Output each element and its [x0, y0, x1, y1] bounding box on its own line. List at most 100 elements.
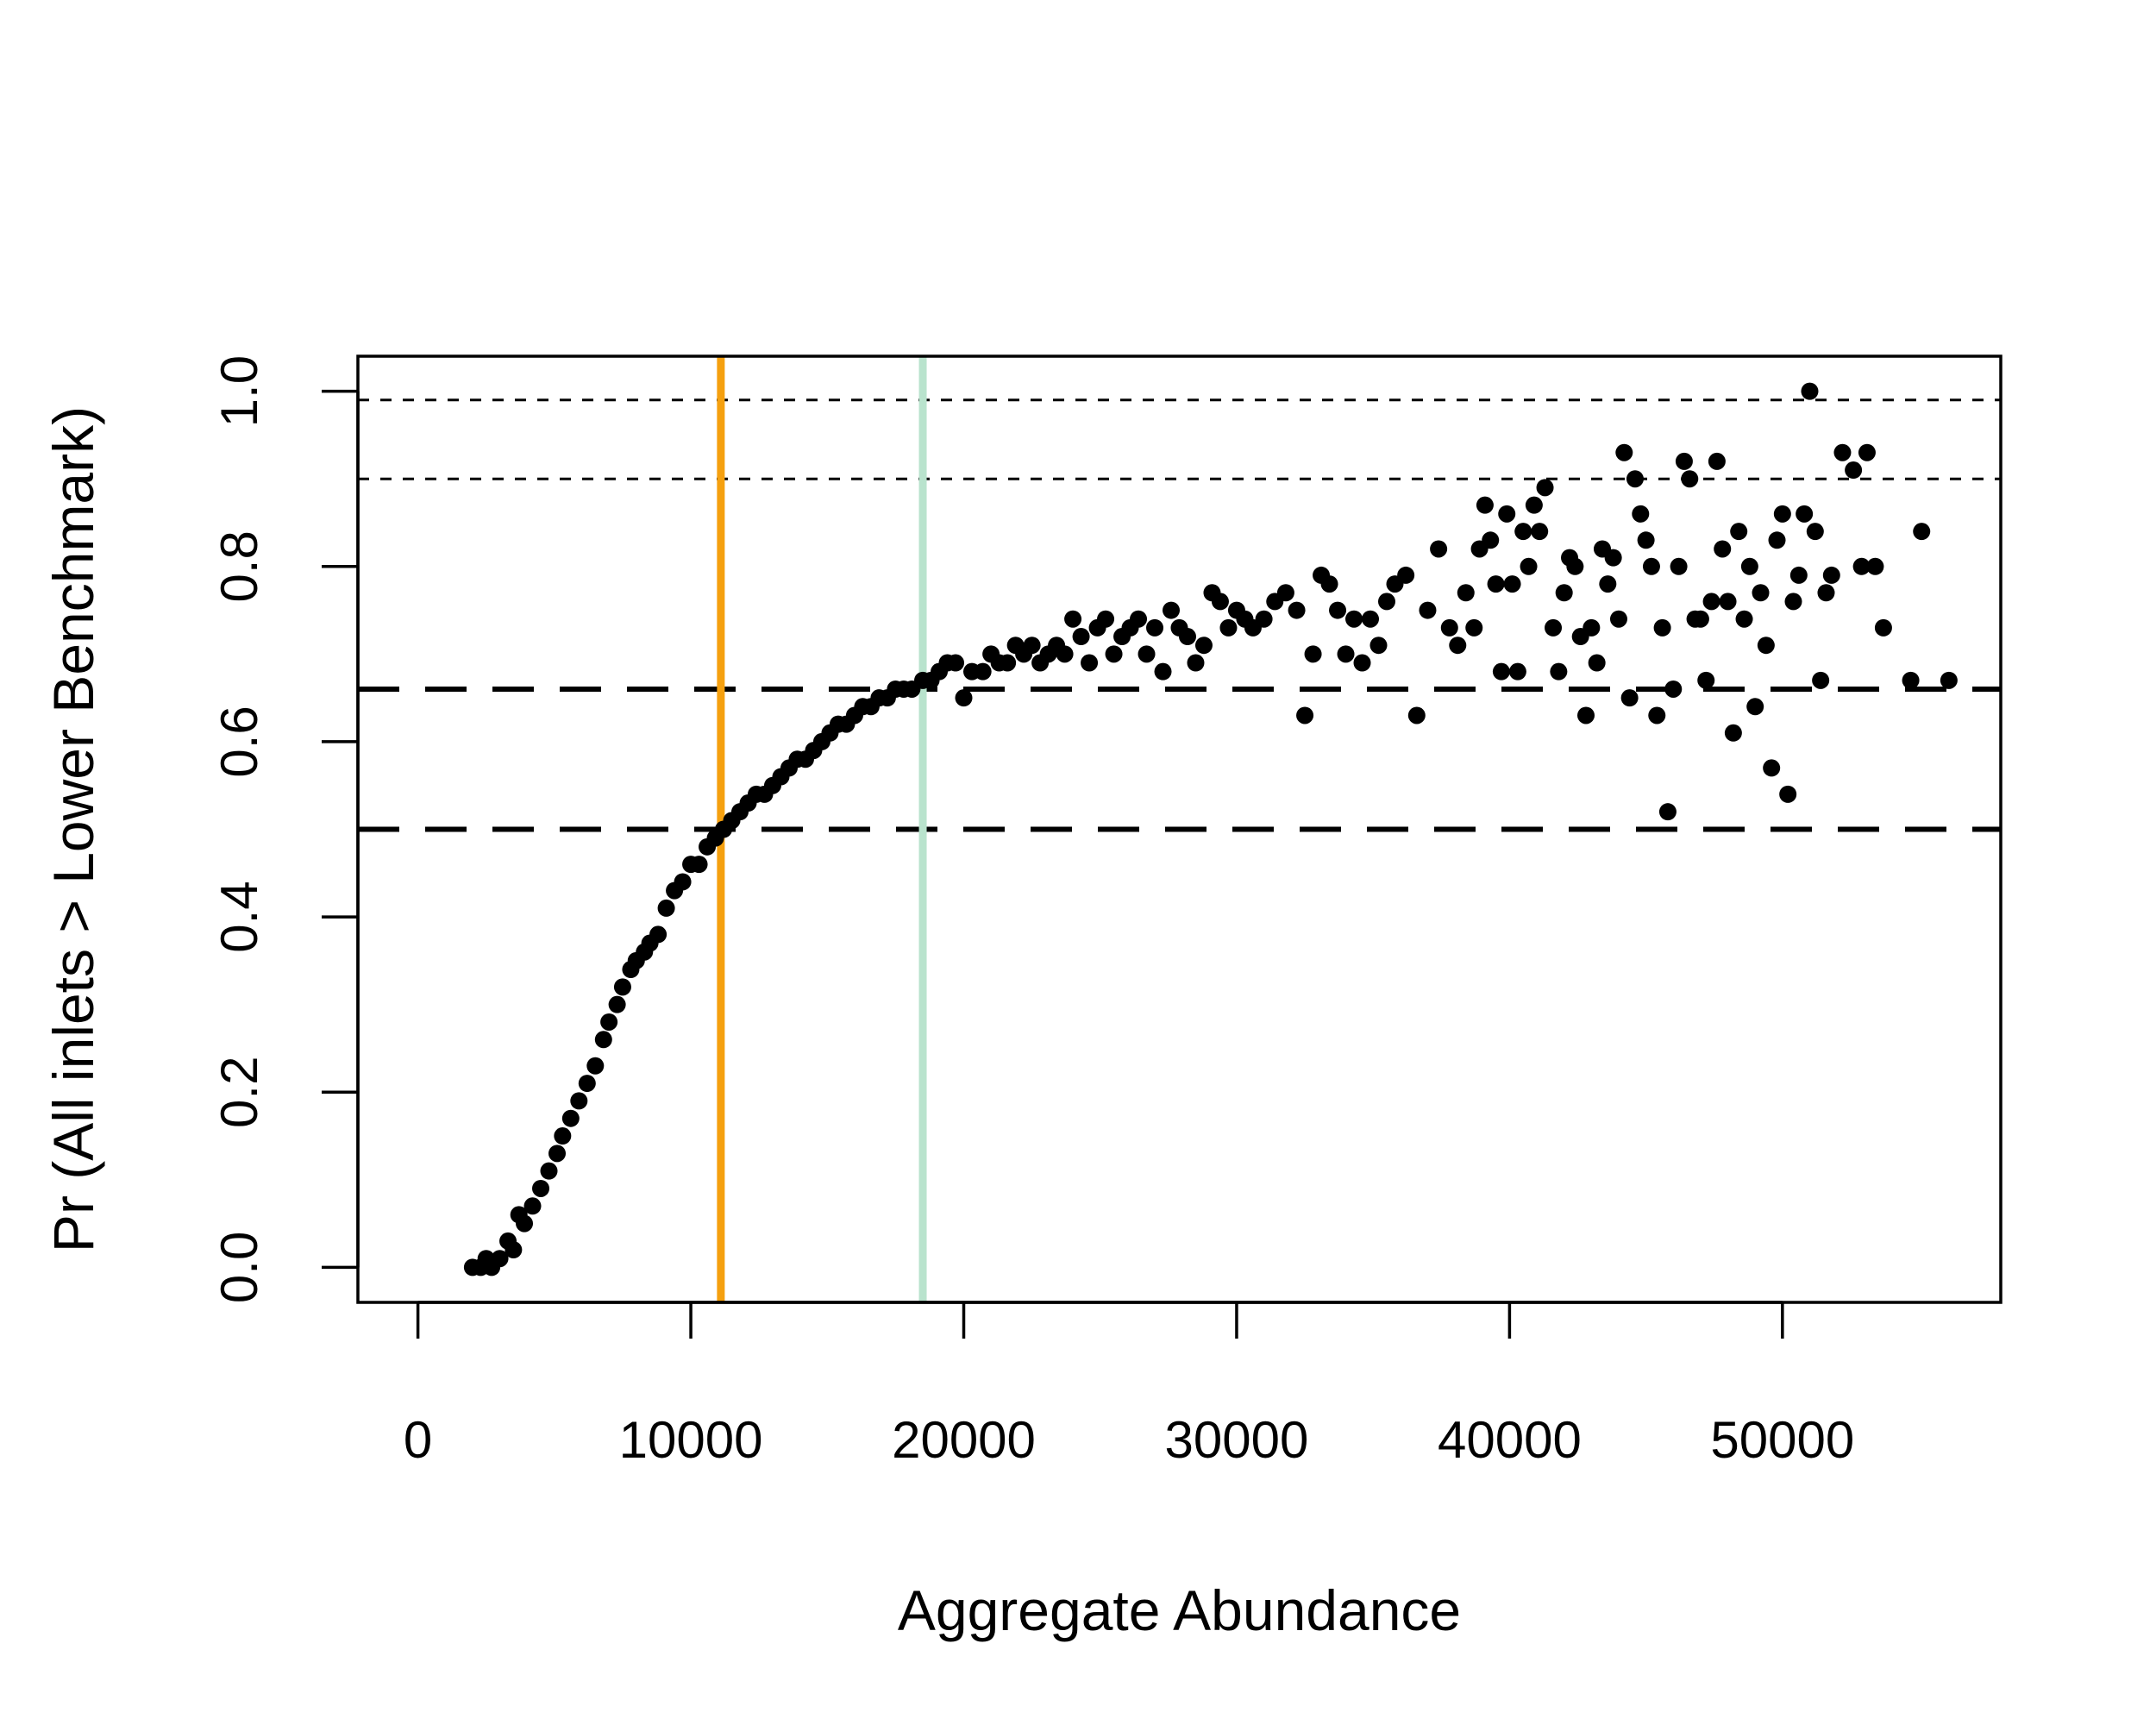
data-point [1845, 461, 1863, 480]
data-point [1675, 452, 1693, 470]
data-point [1536, 479, 1554, 497]
data-point [1740, 557, 1758, 575]
data-point [1714, 540, 1732, 558]
data-point [1056, 645, 1074, 663]
data-point [1833, 443, 1852, 461]
data-point [1154, 662, 1172, 681]
data-point [1304, 645, 1322, 663]
data-point [1105, 645, 1123, 663]
data-point [1419, 601, 1437, 619]
x-tick-label: 10000 [619, 1411, 763, 1469]
data-point [548, 1145, 567, 1163]
reference-lines [358, 356, 2001, 1302]
data-point [1503, 575, 1521, 593]
data-point [1187, 654, 1205, 672]
data-point [1255, 610, 1273, 628]
x-tick-label: 0 [404, 1411, 432, 1469]
data-point [594, 1031, 612, 1049]
data-point [1566, 557, 1584, 575]
data-point [1913, 523, 1931, 541]
data-point [1407, 706, 1426, 724]
data-point [586, 1057, 605, 1075]
y-tick-label: 1.0 [210, 355, 268, 427]
data-point [690, 856, 708, 874]
x-tick-label: 50000 [1710, 1411, 1854, 1469]
data-point [1525, 496, 1543, 514]
data-point [1615, 443, 1633, 461]
data-point [1465, 618, 1483, 637]
x-axis: 0 10000 20000 30000 40000 50000 [404, 1301, 1854, 1469]
data-point [554, 1127, 572, 1145]
data-point [1708, 452, 1726, 470]
data-point [1648, 706, 1666, 724]
data-point [1583, 618, 1601, 637]
data-point [1288, 601, 1306, 619]
data-point [1219, 618, 1238, 637]
data-point [1457, 584, 1475, 602]
data-point [1806, 523, 1824, 541]
data-point [1194, 637, 1213, 655]
data-point [1072, 628, 1090, 646]
data-point [1609, 610, 1627, 628]
data-point [1211, 593, 1229, 611]
x-tick-label: 30000 [1165, 1411, 1309, 1469]
data-point [1702, 593, 1720, 611]
data-point [613, 978, 631, 996]
x-axis-title: Aggregate Abundance [898, 1578, 1461, 1642]
data-point [1626, 470, 1644, 488]
data-point [608, 995, 626, 1013]
data-point [1508, 662, 1526, 681]
data-point [561, 1109, 580, 1127]
data-point [1023, 637, 1041, 655]
data-point [1296, 706, 1314, 724]
y-tick-label: 0.8 [210, 530, 268, 602]
data-point [1487, 575, 1505, 593]
data-point [947, 654, 965, 672]
y-tick-label: 0.2 [210, 1057, 268, 1128]
data-point [1550, 662, 1568, 681]
data-point [1138, 645, 1156, 663]
data-point [1482, 531, 1500, 549]
data-point [1345, 610, 1363, 628]
y-axis-title: Pr (All inlets > Lower Benchmark) [41, 406, 105, 1252]
data-point [1822, 566, 1840, 584]
data-point [1577, 706, 1595, 724]
data-point [523, 1197, 542, 1215]
data-point [1449, 637, 1467, 655]
data-point [649, 925, 667, 944]
data-point [1545, 618, 1563, 637]
data-point [1796, 505, 1814, 523]
data-point [600, 1013, 618, 1031]
data-point [1130, 610, 1148, 628]
data-point [1664, 680, 1683, 698]
data-point [578, 1075, 596, 1093]
y-axis: 0.0 0.2 0.4 0.6 0.8 1.0 [210, 355, 360, 1303]
data-point [1430, 540, 1448, 558]
data-point [1353, 654, 1371, 672]
data-point [1902, 671, 1920, 689]
data-point [1555, 584, 1573, 602]
data-point [1670, 557, 1688, 575]
data-point [1866, 557, 1884, 575]
data-point [1763, 759, 1781, 777]
data-point [1397, 566, 1415, 584]
data-point [1492, 662, 1510, 681]
data-point [1599, 575, 1617, 593]
data-point [1369, 637, 1388, 655]
data-point [1817, 584, 1835, 602]
data-point [1620, 689, 1639, 707]
data-point [505, 1241, 523, 1259]
data-point [1329, 601, 1347, 619]
data-point [1604, 549, 1622, 567]
data-point [1757, 637, 1775, 655]
x-tick-label: 40000 [1438, 1411, 1582, 1469]
data-point [1773, 505, 1791, 523]
data-point [1440, 618, 1458, 637]
data-point [1097, 610, 1115, 628]
data-point [1377, 593, 1395, 611]
data-point [1852, 557, 1871, 575]
data-points [463, 382, 1958, 1276]
data-point [1520, 557, 1538, 575]
y-tick-label: 0.0 [210, 1232, 268, 1303]
